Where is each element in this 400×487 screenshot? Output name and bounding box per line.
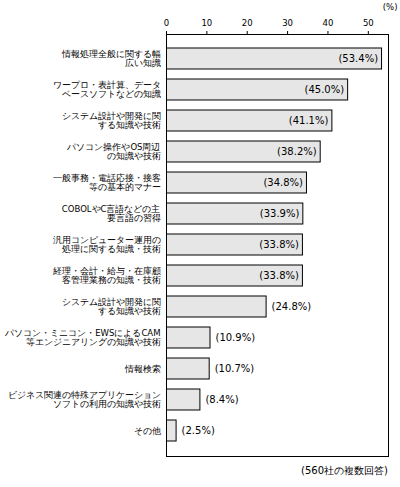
svg-text:一般事務・電話応接・接客等の基本的マナー: 一般事務・電話応接・接客等の基本的マナー — [53, 173, 161, 192]
svg-text:(38.2%): (38.2%) — [277, 146, 317, 157]
svg-text:(45.0%): (45.0%) — [305, 84, 345, 95]
svg-text:(33.8%): (33.8%) — [259, 270, 299, 281]
svg-text:(34.8%): (34.8%) — [263, 177, 303, 188]
svg-text:30: 30 — [282, 18, 293, 28]
svg-text:COBOLやC言語などの主要言語の習得: COBOLやC言語などの主要言語の習得 — [62, 204, 161, 223]
svg-text:情報処理全般に関する幅広い知識: 情報処理全般に関する幅広い知識 — [61, 49, 161, 68]
svg-text:汎用コンピューター運用の処理に関する知識・技術: 汎用コンピューター運用の処理に関する知識・技術 — [53, 235, 161, 254]
svg-text:(33.8%): (33.8%) — [259, 239, 299, 250]
svg-text:(24.8%): (24.8%) — [272, 301, 312, 312]
svg-text:(%): (%) — [383, 2, 398, 12]
svg-text:(10.7%): (10.7%) — [215, 363, 255, 374]
svg-text:ビジネス関連の特殊アプリケーションソフトの利用の知識や技術: ビジネス関連の特殊アプリケーションソフトの利用の知識や技術 — [8, 390, 161, 409]
svg-text:ワープロ・表計算、データベースソフトなどの知識: ワープロ・表計算、データベースソフトなどの知識 — [53, 80, 161, 99]
svg-text:システム設計や開発に関する知識や技術: システム設計や開発に関する知識や技術 — [62, 111, 161, 130]
html-text:(560社の複数回答): (560社の複数回答) — [301, 465, 388, 476]
svg-text:(41.1%): (41.1%) — [289, 115, 329, 126]
svg-text:0: 0 — [164, 18, 169, 28]
svg-text:パソコン・ミニコン・EWSによるCAM等エンジニアリングの知: パソコン・ミニコン・EWSによるCAM等エンジニアリングの知識や技術 — [4, 328, 160, 347]
svg-text:経理・会計・給与・在庫顧客管理業務の知識・技術: 経理・会計・給与・在庫顧客管理業務の知識・技術 — [52, 266, 161, 285]
svg-text:情報検索: 情報検索 — [124, 364, 161, 374]
svg-text:その他: その他 — [134, 426, 161, 436]
svg-text:パソコン操作やOS周辺の知識や技術: パソコン操作やOS周辺の知識や技術 — [66, 142, 160, 161]
svg-text:50: 50 — [363, 18, 374, 28]
svg-text:システム設計や開発に関する知識や技術: システム設計や開発に関する知識や技術 — [62, 297, 161, 316]
svg-text:(33.9%): (33.9%) — [260, 208, 300, 219]
svg-text:(10.9%): (10.9%) — [215, 332, 255, 343]
svg-text:(53.4%): (53.4%) — [338, 53, 378, 64]
svg-text:40: 40 — [323, 18, 334, 28]
svg-text:(2.5%): (2.5%) — [182, 425, 215, 436]
svg-text:(8.4%): (8.4%) — [205, 394, 238, 405]
svg-text:10: 10 — [201, 18, 212, 28]
svg-text:20: 20 — [242, 18, 253, 28]
